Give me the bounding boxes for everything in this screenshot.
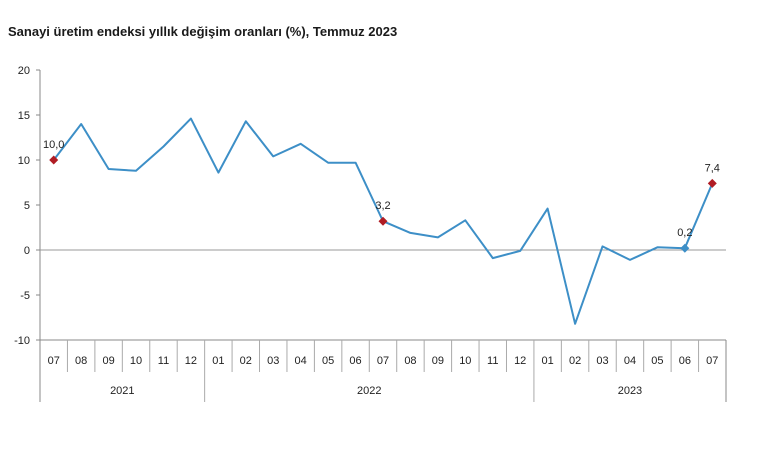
x-tick-label: 08 [75, 355, 87, 367]
chart-title: Sanayi üretim endeksi yıllık değişim ora… [8, 24, 398, 39]
y-tick-label: -10 [14, 335, 30, 347]
x-tick-label: 12 [514, 355, 526, 367]
y-tick-label: 0 [24, 245, 30, 257]
x-tick-label: 05 [322, 355, 334, 367]
y-tick-label: -5 [20, 290, 30, 302]
data-label: 3,2 [375, 200, 390, 212]
annotation-marker [707, 178, 717, 188]
annotation-markers [49, 155, 717, 253]
x-tick-label: 03 [267, 355, 279, 367]
x-tick-label: 07 [48, 355, 60, 367]
x-tick-label: 10 [130, 355, 142, 367]
x-tick-label: 07 [706, 355, 718, 367]
x-tick-label: 04 [624, 355, 636, 367]
x-tick-label: 08 [404, 355, 416, 367]
x-tick-label: 11 [158, 355, 169, 367]
x-tick-label: 05 [651, 355, 663, 367]
annotation-marker [680, 243, 690, 253]
x-tick-label: 02 [240, 355, 252, 367]
y-tick-labels: 20 15 10 5 0 -5 -10 [14, 65, 30, 347]
x-tick-label: 11 [487, 355, 498, 367]
year-labels: 2021 2022 2023 [110, 385, 642, 397]
y-tick-label: 15 [18, 110, 30, 122]
x-tick-label: 12 [185, 355, 197, 367]
x-tick-label: 09 [432, 355, 444, 367]
x-tick-label: 09 [102, 355, 114, 367]
x-tick-label: 01 [212, 355, 224, 367]
year-label: 2021 [110, 385, 134, 397]
data-labels: 10,0 3,2 0,2 7,4 [43, 139, 720, 239]
x-tick-label: 10 [459, 355, 471, 367]
x-tick-label: 01 [542, 355, 554, 367]
y-tick-label: 10 [18, 155, 30, 167]
year-label: 2022 [357, 385, 381, 397]
data-label: 7,4 [705, 162, 720, 174]
x-tick-label: 03 [596, 355, 608, 367]
data-label: 0,2 [677, 227, 692, 239]
annotation-marker [49, 155, 59, 165]
x-category-labels: 07 08 09 10 11 12 01 02 03 04 05 06 07 08 09 10 11 12 01 02… [48, 355, 719, 367]
x-tick-label: 06 [349, 355, 361, 367]
x-tick-label: 07 [377, 355, 389, 367]
data-label: 10,0 [43, 139, 64, 151]
axes [36, 69, 727, 402]
x-tick-label: 06 [679, 355, 691, 367]
annotation-marker [378, 216, 388, 226]
x-tick-label: 02 [569, 355, 581, 367]
year-label: 2023 [618, 385, 642, 397]
y-tick-label: 20 [18, 65, 30, 77]
x-tick-label: 04 [295, 355, 307, 367]
y-tick-label: 5 [24, 200, 30, 212]
